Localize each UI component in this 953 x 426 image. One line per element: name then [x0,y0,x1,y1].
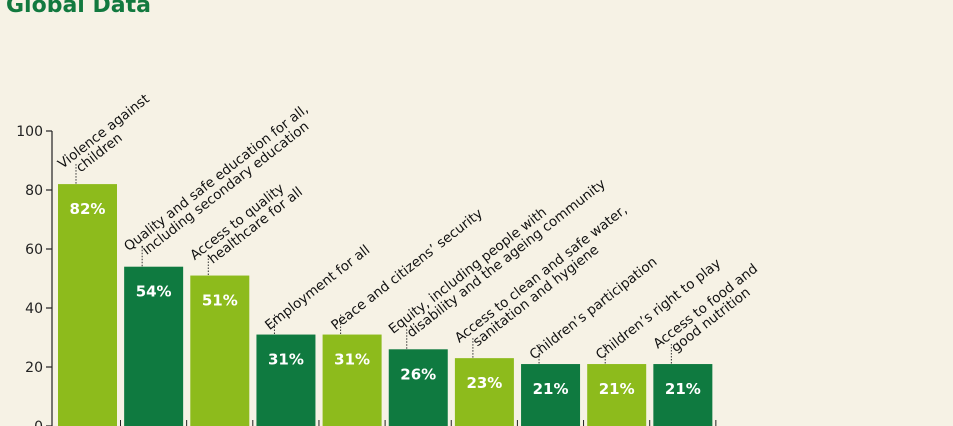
bar [190,275,250,426]
y-tick-label: 20 [25,360,43,376]
bar [388,349,448,426]
value-label: 21% [599,380,635,398]
y-axis: 0 20 40 60 80 100 [16,124,53,426]
value-label: 21% [665,380,701,398]
y-tick-label: 40 [25,301,43,317]
y-tick-label: 60 [25,242,43,258]
y-tick-label: 0 [34,419,43,426]
category-label-line: Employment for all [262,242,373,334]
value-label: 51% [202,292,238,310]
value-label: 31% [268,351,304,369]
value-label: 21% [533,380,569,398]
bar [653,364,713,426]
category-label: Employment for all [262,242,373,334]
value-label: 23% [466,374,502,392]
bar [124,266,184,426]
y-tick-label: 80 [25,183,43,199]
bar [58,184,117,426]
bar [587,364,647,426]
y-tick-label: 100 [16,124,43,140]
value-label: 82% [70,200,106,218]
value-label: 26% [400,365,436,383]
value-label: 31% [334,351,370,369]
bar [454,358,514,426]
bar [521,364,581,426]
bar [256,334,316,426]
value-label: 54% [136,283,172,301]
category-label-line: Violence against [55,91,153,172]
bar [322,334,382,426]
chart-title: Global Data [6,0,151,18]
